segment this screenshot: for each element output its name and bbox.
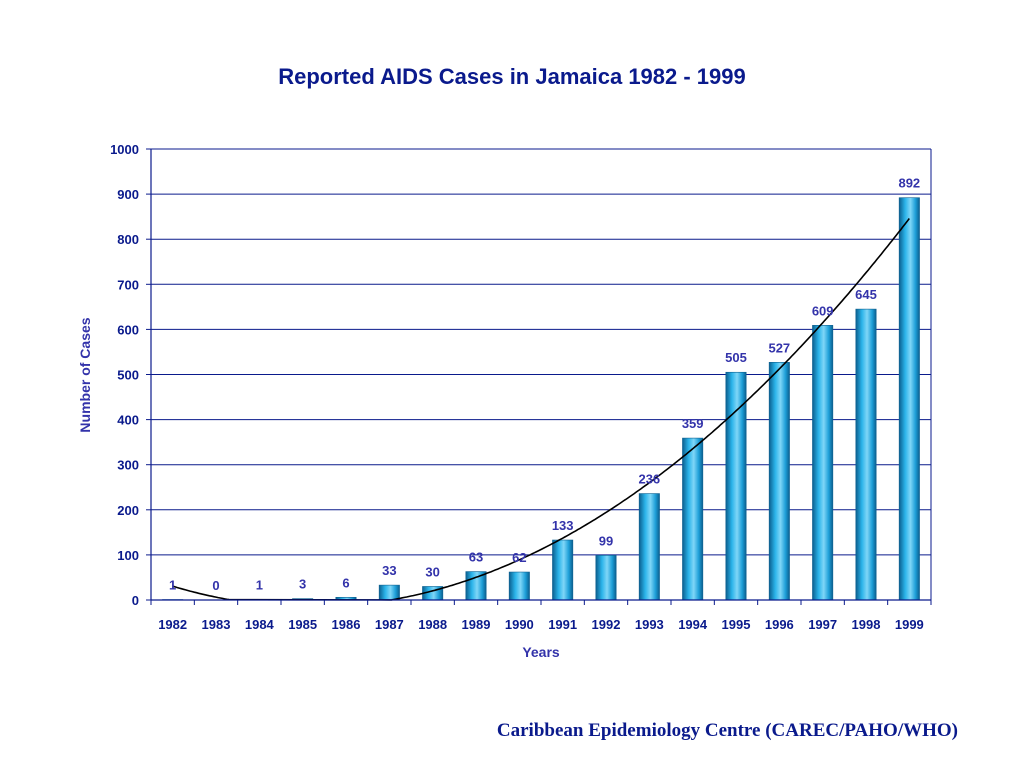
y-axis-label: Number of Cases <box>77 317 93 432</box>
y-tick-label: 600 <box>117 322 139 337</box>
bar <box>768 362 790 601</box>
trendline-path <box>172 218 910 601</box>
bar <box>552 539 574 601</box>
data-label: 133 <box>552 518 574 533</box>
x-tick-label: 1995 <box>722 617 751 632</box>
y-tick-label: 400 <box>117 413 139 428</box>
data-label: 30 <box>425 564 439 579</box>
bar <box>508 571 530 601</box>
x-tick-label: 1985 <box>288 617 317 632</box>
gridlines <box>151 148 931 556</box>
bar <box>465 571 487 601</box>
data-label: 1 <box>256 578 263 593</box>
data-label: 3 <box>299 577 306 592</box>
x-tick-label: 1997 <box>808 617 837 632</box>
y-tick-label: 500 <box>117 368 139 383</box>
x-tick-label: 1996 <box>765 617 794 632</box>
x-tick-label: 1991 <box>548 617 577 632</box>
chart-title: Reported AIDS Cases in Jamaica 1982 - 19… <box>278 64 746 89</box>
x-axis-label: Years <box>522 644 560 660</box>
data-label: 1 <box>169 578 176 593</box>
x-tick-label: 1994 <box>678 617 708 632</box>
data-label: 527 <box>768 340 790 355</box>
bar <box>725 371 747 601</box>
x-tick-label: 1988 <box>418 617 447 632</box>
y-tick-label: 800 <box>117 232 139 247</box>
bar <box>682 437 704 601</box>
data-label: 33 <box>382 563 396 578</box>
x-tick-label: 1986 <box>332 617 361 632</box>
y-tick-label: 900 <box>117 187 139 202</box>
bar <box>898 197 920 601</box>
y-tick-label: 100 <box>117 548 139 563</box>
footer-credit: Caribbean Epidemiology Centre (CAREC/PAH… <box>496 720 958 741</box>
data-label: 99 <box>599 533 613 548</box>
bars <box>162 197 920 601</box>
x-tick-label: 1984 <box>245 617 275 632</box>
bar <box>638 493 660 601</box>
data-label: 6 <box>342 575 349 590</box>
trendline <box>172 218 910 601</box>
data-label: 236 <box>638 472 660 487</box>
x-tick-label: 1993 <box>635 617 664 632</box>
x-tick-label: 1990 <box>505 617 534 632</box>
bar <box>855 308 877 601</box>
x-tick-label: 1989 <box>462 617 491 632</box>
data-label: 609 <box>812 303 834 318</box>
x-tick-label: 1998 <box>852 617 881 632</box>
bar <box>812 325 834 601</box>
x-tick-label: 1987 <box>375 617 404 632</box>
y-tick-label: 300 <box>117 458 139 473</box>
x-tick-label: 1999 <box>895 617 924 632</box>
x-tick-label: 1983 <box>202 617 231 632</box>
data-label: 892 <box>898 176 920 191</box>
y-tick-label: 0 <box>132 593 139 608</box>
x-tick-label: 1982 <box>158 617 187 632</box>
data-label: 359 <box>682 416 704 431</box>
bar <box>595 555 617 601</box>
data-label: 505 <box>725 350 747 365</box>
y-tick-label: 200 <box>117 503 139 518</box>
data-label: 645 <box>855 287 877 302</box>
y-tick-label: 700 <box>117 277 139 292</box>
data-label: 62 <box>512 550 526 565</box>
x-tick-label: 1992 <box>592 617 621 632</box>
bar <box>378 584 400 601</box>
y-tick-label: 1000 <box>110 142 139 157</box>
data-label: 63 <box>469 550 483 565</box>
data-label: 0 <box>212 578 219 593</box>
